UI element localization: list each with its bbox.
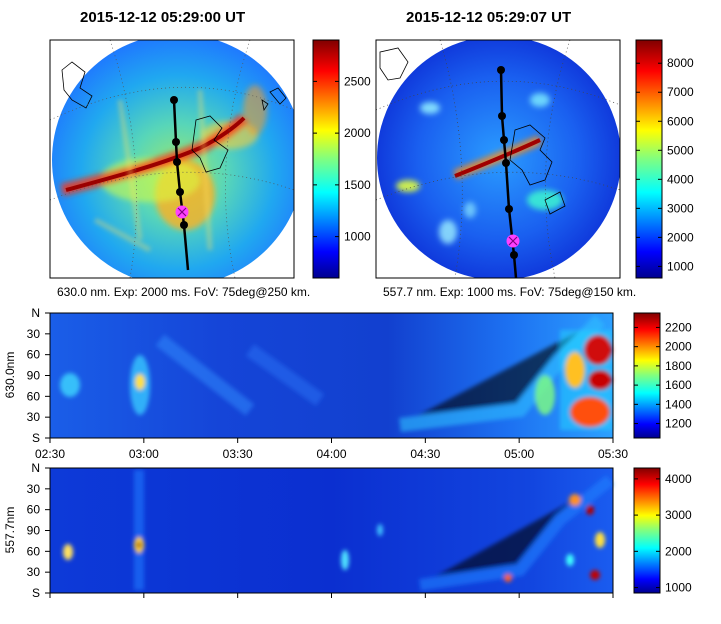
keogram-630-colorbar-tick-label: 2000 <box>665 340 692 354</box>
keogram-630-ytick-label: 30 <box>27 327 41 341</box>
left-colorbar-tick-label: 2500 <box>344 74 371 88</box>
keogram-630-colorbar <box>633 312 661 439</box>
keogram-557-ytick-label: 60 <box>27 544 41 558</box>
keogram-630-colorbar-tick-label: 1200 <box>665 417 692 431</box>
right-colorbar-tick-label: 1000 <box>667 259 694 273</box>
keogram-557-ytick-label: N <box>31 461 40 475</box>
keogram-630-ytick-label: 30 <box>27 410 41 424</box>
right-colorbar-tick-label: 2000 <box>667 230 694 244</box>
keogram-630 <box>49 312 614 439</box>
left-colorbar <box>312 39 340 279</box>
keogram-557-ytick-label: 90 <box>27 524 41 538</box>
right-colorbar <box>635 39 663 279</box>
right-panel-caption: 557.7 nm. Exp: 1000 ms. FoV: 75deg@150 k… <box>383 285 637 299</box>
keogram-630-ytick-label: 60 <box>27 389 41 403</box>
left-allsky-image <box>49 39 295 279</box>
right-colorbar-tick-label: 4000 <box>667 172 694 186</box>
keogram-557-ytick-label: 30 <box>27 482 41 496</box>
right-colorbar-tick-label: 6000 <box>667 114 694 128</box>
keogram-557-colorbar <box>633 467 661 594</box>
keogram-557-ylabel: 557.7nm <box>3 507 17 554</box>
left-colorbar-tick-label: 2000 <box>344 126 371 140</box>
keogram-557-colorbar-tick-label: 2000 <box>665 544 692 558</box>
keogram-630-xtick-label: 02:30 <box>35 447 65 461</box>
right-allsky-image <box>375 39 621 279</box>
keogram-557-ytick-label: S <box>32 586 40 600</box>
keogram-557-ytick-label: 60 <box>27 503 41 517</box>
keogram-630-xtick-label: 04:30 <box>410 447 440 461</box>
keogram-630-ytick-label: 90 <box>27 369 41 383</box>
keogram-630-colorbar-tick-label: 1800 <box>665 359 692 373</box>
right-colorbar-tick-label: 5000 <box>667 143 694 157</box>
keogram-630-ytick-label: S <box>32 431 40 445</box>
keogram-557-colorbar-tick-label: 3000 <box>665 508 692 522</box>
right-panel-title: 2015-12-12 05:29:07 UT <box>406 9 572 26</box>
keogram-557-colorbar-tick-label: 1000 <box>665 581 692 595</box>
keogram-557-colorbar-tick-label: 4000 <box>665 472 692 486</box>
keogram-630-xtick-label: 03:00 <box>129 447 159 461</box>
left-colorbar-tick-label: 1000 <box>344 230 371 244</box>
right-colorbar-tick-label: 3000 <box>667 201 694 215</box>
keogram-630-xtick-label: 03:30 <box>223 447 253 461</box>
keogram-630-colorbar-tick-label: 1400 <box>665 397 692 411</box>
keogram-630-ytick-label: N <box>31 306 40 320</box>
keogram-557 <box>49 467 614 594</box>
keogram-557-ytick-label: 30 <box>27 565 41 579</box>
keogram-630-ytick-label: 60 <box>27 348 41 362</box>
right-colorbar-tick-label: 8000 <box>667 56 694 70</box>
keogram-630-colorbar-tick-label: 2200 <box>665 320 692 334</box>
keogram-630-xtick-label: 05:30 <box>598 447 628 461</box>
right-colorbar-tick-label: 7000 <box>667 85 694 99</box>
left-panel-title: 2015-12-12 05:29:00 UT <box>80 9 246 26</box>
keogram-630-xtick-label: 04:00 <box>316 447 346 461</box>
left-panel-caption: 630.0 nm. Exp: 2000 ms. FoV: 75deg@250 k… <box>57 285 311 299</box>
keogram-630-xtick-label: 05:00 <box>504 447 534 461</box>
left-colorbar-tick-label: 1500 <box>344 178 371 192</box>
keogram-630-ylabel: 630.0nm <box>3 352 17 399</box>
keogram-630-colorbar-tick-label: 1600 <box>665 378 692 392</box>
